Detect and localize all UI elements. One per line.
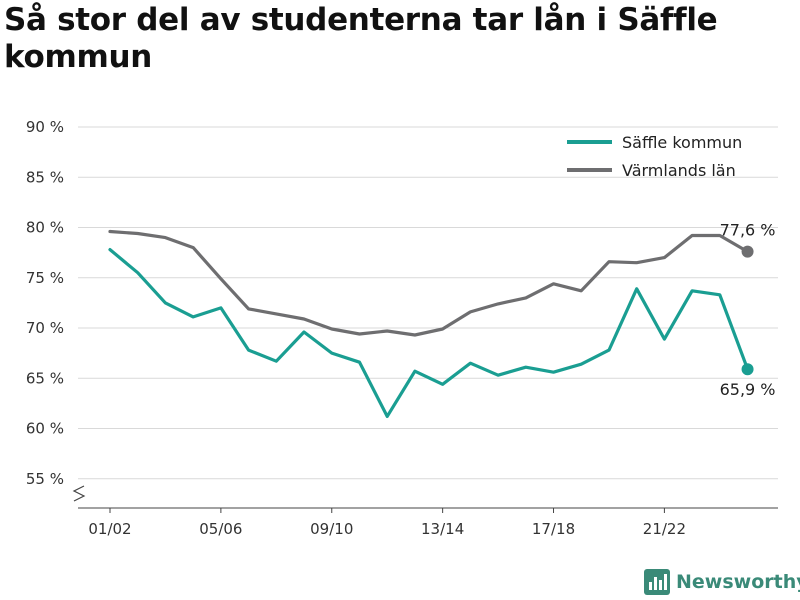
y-tick-label: 80 % bbox=[26, 219, 64, 237]
legend-label: Säffle kommun bbox=[622, 133, 742, 152]
chart-title: Så stor del av studenterna tar lån i Säf… bbox=[4, 2, 718, 75]
y-axis-ticks: 55 % 60 % 65 % 70 % 75 % 80 % 85 % 90 % bbox=[26, 118, 64, 488]
y-tick-label: 60 % bbox=[26, 420, 64, 438]
legend-label: Värmlands län bbox=[622, 161, 736, 180]
bar-chart-logo-icon bbox=[644, 569, 670, 595]
end-point bbox=[741, 363, 754, 376]
x-tick-label: 01/02 bbox=[88, 520, 131, 538]
y-tick-label: 55 % bbox=[26, 470, 64, 488]
y-tick-label: 70 % bbox=[26, 319, 64, 337]
series-lines bbox=[108, 229, 750, 418]
x-tick-label: 17/18 bbox=[532, 520, 575, 538]
series-line bbox=[108, 229, 750, 337]
end-point bbox=[741, 245, 754, 258]
legend: Säffle kommun Värmlands län bbox=[567, 133, 742, 180]
y-tick-label: 90 % bbox=[26, 118, 64, 136]
x-tick-label: 21/22 bbox=[643, 520, 686, 538]
end-value-label: 65,9 % bbox=[720, 380, 776, 399]
y-tick-label: 65 % bbox=[26, 369, 64, 387]
x-axis-ticks: 01/02 05/06 09/10 13/14 17/18 21/22 bbox=[88, 508, 686, 538]
axis-break-icon bbox=[72, 485, 86, 502]
brand-logo: Newsworthy bbox=[644, 568, 800, 596]
x-tick-label: 13/14 bbox=[421, 520, 464, 538]
x-tick-label: 09/10 bbox=[310, 520, 353, 538]
brand-name: Newsworthy bbox=[676, 571, 800, 593]
x-tick-label: 05/06 bbox=[199, 520, 242, 538]
y-tick-label: 75 % bbox=[26, 269, 64, 287]
end-value-label: 77,6 % bbox=[720, 221, 776, 240]
series-line bbox=[108, 248, 750, 418]
x-axis bbox=[72, 485, 778, 509]
end-markers: 77,6 % 65,9 % bbox=[720, 221, 776, 400]
y-tick-label: 85 % bbox=[26, 168, 64, 186]
